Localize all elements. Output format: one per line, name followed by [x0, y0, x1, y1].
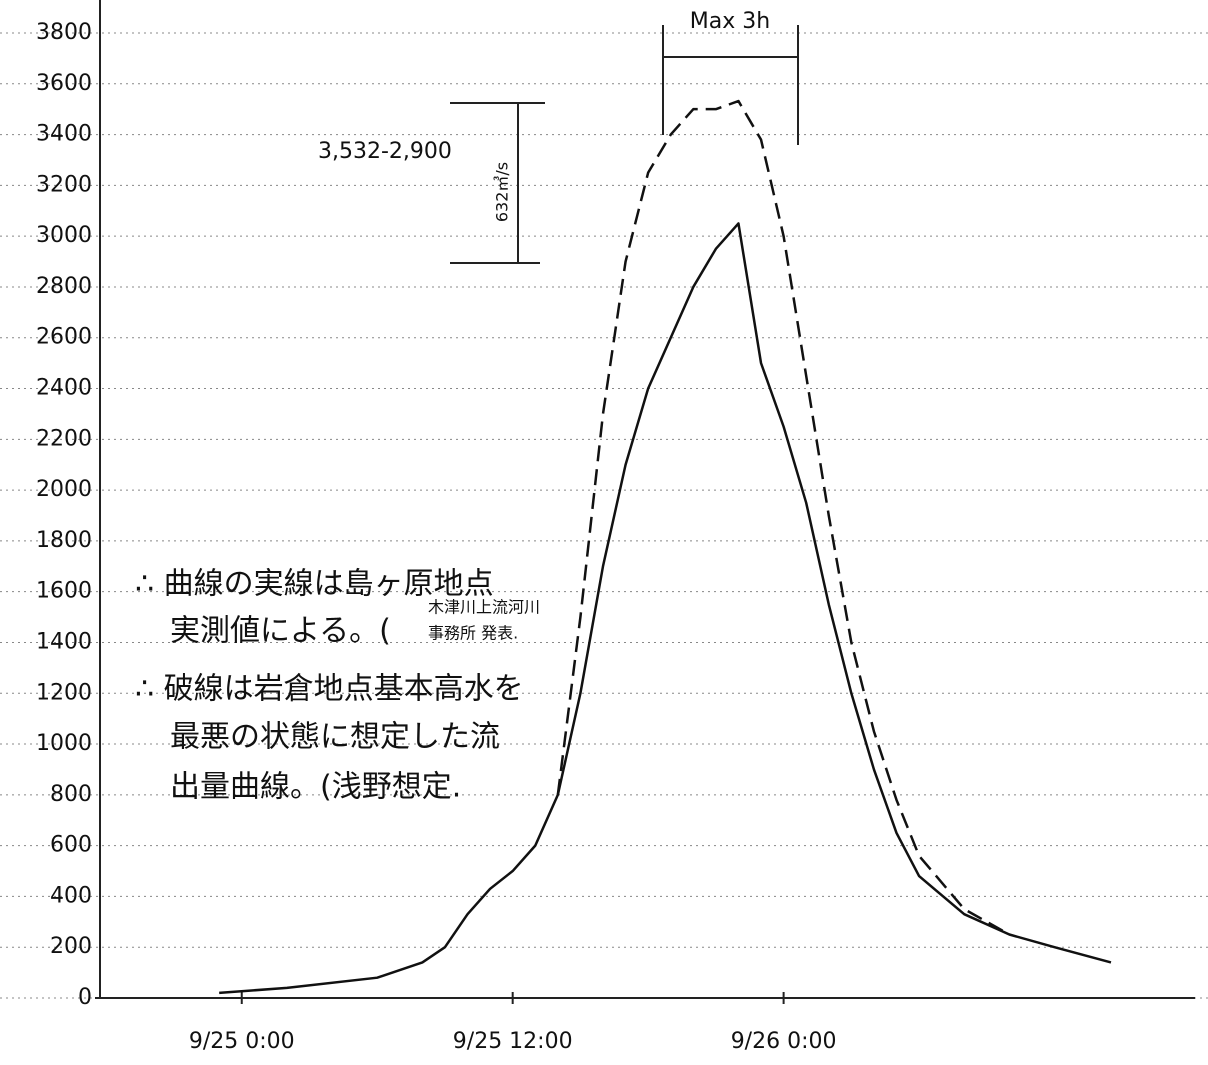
- annotation: Max 3h: [690, 9, 770, 34]
- y-tick-label: 400: [50, 883, 92, 908]
- y-tick-label: 3800: [36, 20, 92, 45]
- y-tick-label: 0: [78, 985, 92, 1010]
- y-tick-label: 3600: [36, 71, 92, 96]
- note: 出量曲線。(浅野想定.: [170, 770, 461, 805]
- y-tick-label: 3000: [36, 223, 92, 248]
- note: ∴ 曲線の実線は島ヶ原地点: [135, 567, 494, 602]
- y-tick-label: 2200: [36, 426, 92, 451]
- x-tick-label: 9/25 12:00: [453, 1029, 573, 1054]
- y-tick-label: 1200: [36, 680, 92, 705]
- note: 事務所 発表.: [428, 624, 518, 643]
- y-tick-label: 2400: [36, 376, 92, 401]
- y-tick-label: 3400: [36, 122, 92, 147]
- y-tick-label: 1400: [36, 629, 92, 654]
- annotation: 3,532-2,900: [318, 139, 452, 164]
- y-tick-label: 1600: [36, 579, 92, 604]
- note: ∴ 破線は岩倉地点基本高水を: [135, 672, 524, 707]
- y-tick-label: 1800: [36, 528, 92, 553]
- y-tick-label: 800: [50, 782, 92, 807]
- y-tick-label: 3200: [36, 172, 92, 197]
- series-line: [556, 99, 1010, 936]
- annotation: 632㎥/s: [493, 162, 512, 222]
- x-tick-label: 9/26 0:00: [731, 1029, 837, 1054]
- note: 実測値による。(: [170, 614, 391, 649]
- y-tick-label: 2600: [36, 325, 92, 350]
- note: 木津川上流河川: [428, 598, 540, 617]
- y-tick-label: 200: [50, 934, 92, 959]
- y-tick-label: 600: [50, 833, 92, 858]
- series-line: [219, 222, 1112, 995]
- note: 最悪の状態に想定した流: [170, 720, 500, 755]
- x-tick-label: 9/25 0:00: [189, 1029, 295, 1054]
- y-tick-label: 2800: [36, 274, 92, 299]
- y-tick-label: 2000: [36, 477, 92, 502]
- y-tick-label: 1000: [36, 731, 92, 756]
